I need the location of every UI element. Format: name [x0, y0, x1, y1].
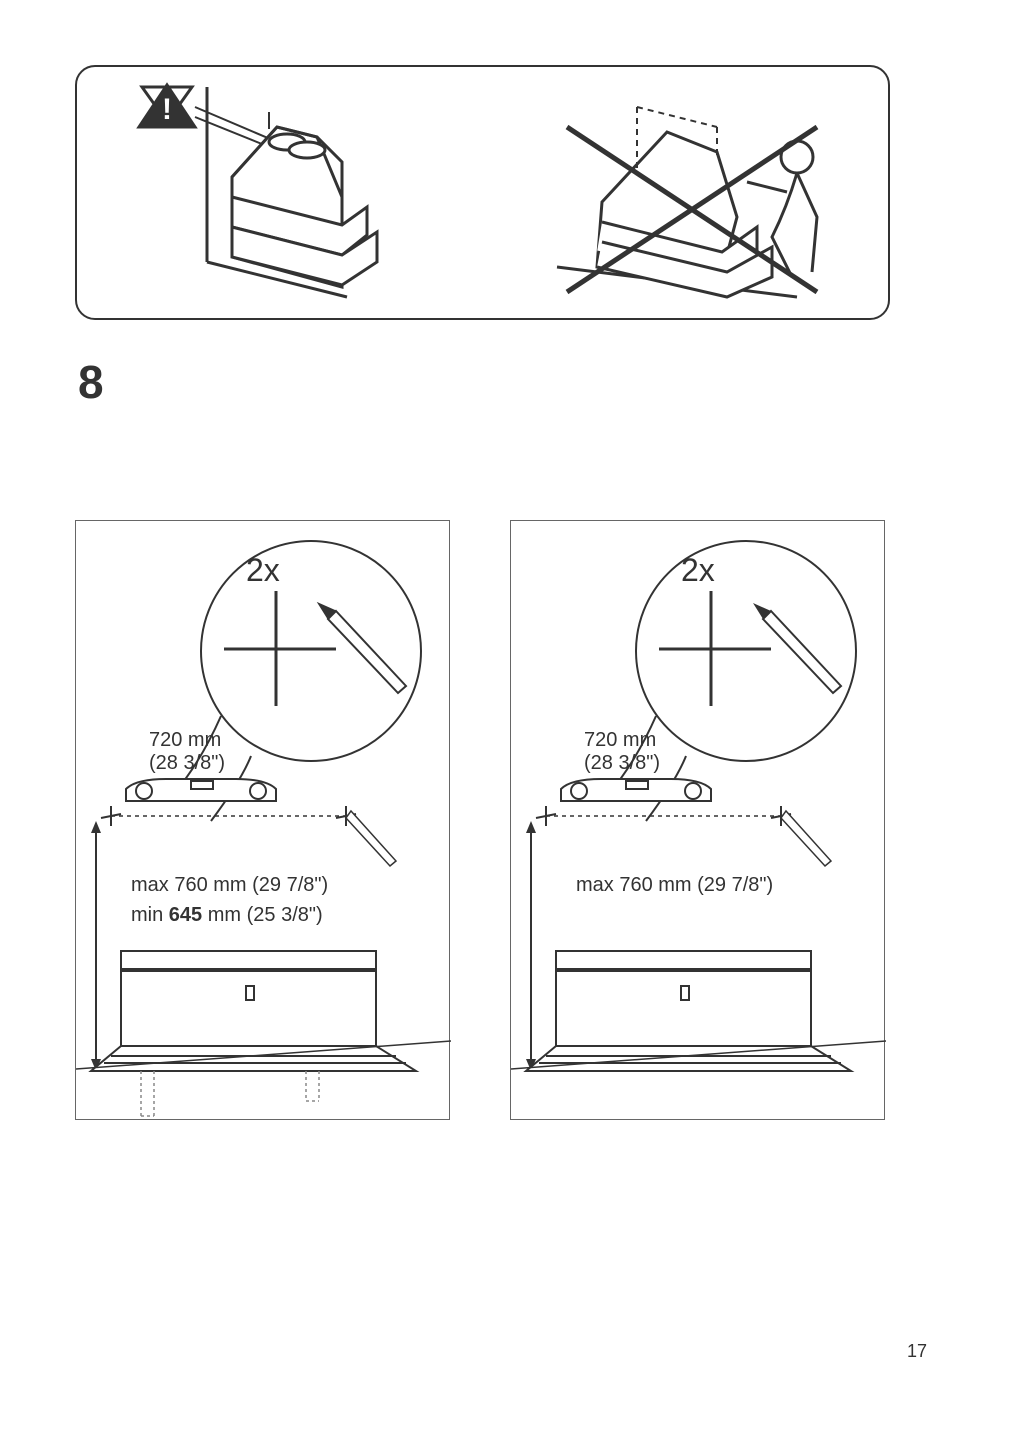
svg-text:max 760 mm (29 7/8"): max 760 mm (29 7/8") [576, 874, 773, 896]
svg-text:(28 3/8"): (28 3/8") [584, 752, 660, 774]
measurement-panel-fixed: 2x 720 mm (28 3/8") [510, 520, 885, 1120]
step-number: 8 [78, 355, 104, 409]
svg-text:max 760 mm (29 7/8"): max 760 mm (29 7/8") [131, 874, 328, 896]
svg-text:2x: 2x [681, 552, 715, 588]
svg-text:720 mm: 720 mm [149, 729, 221, 751]
warning-illustration: ! [77, 67, 892, 322]
svg-text:720 mm: 720 mm [584, 729, 656, 751]
safety-warning-panel: ! [75, 65, 890, 320]
measurement-panel-adjustable-legs: 2x 720 mm (28 3/8") [75, 520, 450, 1120]
svg-text:(28 3/8"): (28 3/8") [149, 752, 225, 774]
svg-text:!: ! [162, 93, 172, 126]
left-panel-illustration: 2x 720 mm (28 3/8") [76, 521, 451, 1121]
count-label: 2x [246, 552, 280, 588]
right-panel-illustration: 2x 720 mm (28 3/8") [511, 521, 886, 1121]
svg-text:min 645 mm (25 3/8"): min 645 mm (25 3/8") [131, 904, 323, 926]
page-number: 17 [907, 1341, 927, 1362]
warning-triangle-icon: ! [139, 85, 195, 127]
